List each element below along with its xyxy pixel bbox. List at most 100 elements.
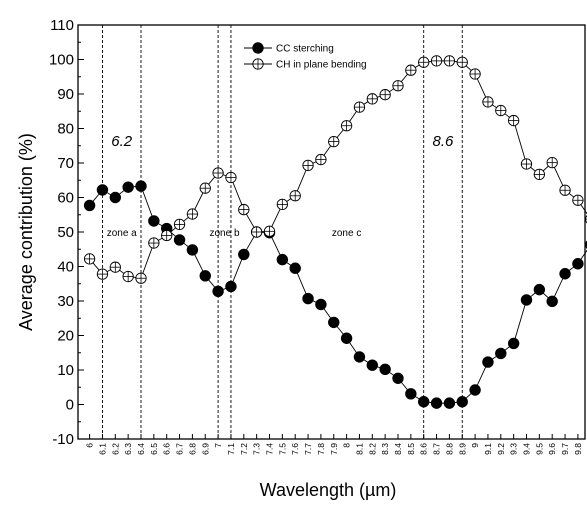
data-point-s1 (199, 270, 211, 282)
data-point-s1 (353, 351, 366, 363)
x-tick-label: 7.8 (316, 443, 326, 455)
x-tick-label: 9.3 (509, 443, 519, 455)
data-point-s2 (302, 159, 314, 172)
data-point-s2 (225, 171, 237, 184)
data-point-s2 (83, 253, 96, 265)
data-point-s1 (430, 397, 443, 409)
x-tick-label: 8.7 (432, 443, 442, 455)
x-tick-label: 6 (85, 443, 95, 448)
y-tick-label: 70 (57, 155, 74, 172)
y-tick-label: 60 (57, 190, 74, 207)
x-axis-label: Wavelength (µm) (260, 480, 397, 500)
data-point-s1 (315, 298, 327, 311)
data-point-s1 (148, 215, 160, 227)
annotations: zone a zone b zone c 6.2 8.6 (107, 133, 454, 239)
peak-label: 8.6 (433, 133, 455, 150)
data-point-s2 (495, 104, 507, 117)
data-point-s2 (366, 93, 378, 105)
data-point-s1 (405, 388, 417, 400)
x-tick-label: 9.1 (483, 443, 493, 455)
y-tick-label: 0 (66, 397, 74, 414)
x-tick-label: 7.9 (329, 443, 339, 455)
data-point-s2 (520, 158, 533, 170)
data-point-s2 (315, 153, 327, 166)
data-point-s1 (366, 359, 378, 371)
x-tick-label: 9.7 (560, 443, 570, 455)
zone-label: zone c (332, 228, 361, 239)
data-point-s2 (186, 208, 199, 220)
data-point-s1 (495, 347, 507, 360)
x-tick-label: 8.3 (380, 443, 390, 455)
data-point-s1 (83, 199, 96, 212)
x-tick-label: 6.1 (97, 443, 107, 455)
data-point-s2 (405, 64, 417, 76)
x-tick-label: 7.3 (252, 443, 262, 455)
data-point-s1 (392, 372, 404, 384)
y-tick-label: 40 (57, 259, 74, 276)
data-point-s2 (263, 225, 276, 237)
zone-boundaries (101, 25, 463, 439)
y-tick-label: 80 (57, 121, 74, 138)
legend: CC sterching CH in plane bending (244, 42, 367, 71)
data-point-s2 (289, 190, 301, 202)
x-tick-label: 6.3 (123, 443, 133, 455)
data-point-s2 (430, 55, 443, 67)
data-point-s1 (96, 184, 109, 196)
data-point-s1 (418, 396, 430, 408)
data-point-s2 (276, 198, 288, 211)
data-point-s2 (173, 218, 186, 231)
series-group (83, 55, 587, 409)
x-tick-label: 7.2 (239, 443, 249, 455)
data-point-s2 (161, 229, 173, 242)
y-tick-label: 10 (57, 362, 74, 379)
data-point-s1 (379, 363, 391, 376)
y-tick-label: 20 (57, 328, 74, 345)
data-point-s1 (520, 294, 533, 306)
x-tick-label: 8.4 (393, 443, 403, 455)
data-point-s1 (186, 244, 199, 256)
data-point-s1 (340, 332, 353, 344)
x-tick-label: 6.8 (187, 443, 197, 455)
data-point-s1 (443, 397, 456, 409)
x-tick-label: 7.1 (226, 443, 236, 455)
data-point-s1 (135, 180, 147, 192)
data-point-s1 (533, 283, 546, 296)
data-point-s1 (225, 280, 237, 293)
data-point-s2 (199, 182, 211, 194)
x-tick-label: 9.4 (522, 443, 532, 455)
data-point-s1 (289, 262, 301, 274)
data-point-s1 (109, 191, 122, 204)
data-point-s1 (276, 253, 289, 266)
x-tick-label: 9.5 (534, 443, 544, 455)
data-point-s2 (353, 101, 366, 113)
y-tick-label: 90 (57, 86, 74, 103)
data-point-s2 (135, 272, 147, 284)
y-tick-label: 30 (57, 293, 74, 310)
data-point-s1 (173, 234, 186, 246)
data-point-s2 (546, 157, 558, 169)
x-tick-label: 8.1 (354, 443, 364, 455)
data-point-s1 (328, 316, 340, 329)
data-point-s1 (302, 292, 314, 305)
legend-entry: CH in plane bending (276, 60, 367, 71)
data-point-s2 (418, 56, 430, 68)
x-tick-label: 8.8 (444, 443, 454, 455)
data-point-s2 (456, 56, 468, 68)
x-tick-label: 7.7 (303, 443, 313, 455)
data-point-s1 (482, 356, 494, 368)
data-point-s2 (379, 89, 391, 101)
series-line-1 (89, 185, 587, 404)
y-tick-label: 100 (49, 52, 74, 69)
x-tick-label: 8.5 (406, 443, 416, 455)
data-point-s2 (469, 68, 481, 80)
data-point-s2 (559, 184, 571, 196)
data-point-s1 (469, 384, 481, 396)
x-tick-label: 6.2 (110, 443, 120, 455)
x-tick-label: 6.9 (200, 443, 210, 455)
x-tick-label: 7.5 (277, 443, 287, 455)
data-point-s2 (212, 167, 224, 179)
zone-label: zone a (107, 228, 137, 239)
data-point-s2 (508, 114, 520, 127)
data-point-s2 (148, 237, 160, 249)
